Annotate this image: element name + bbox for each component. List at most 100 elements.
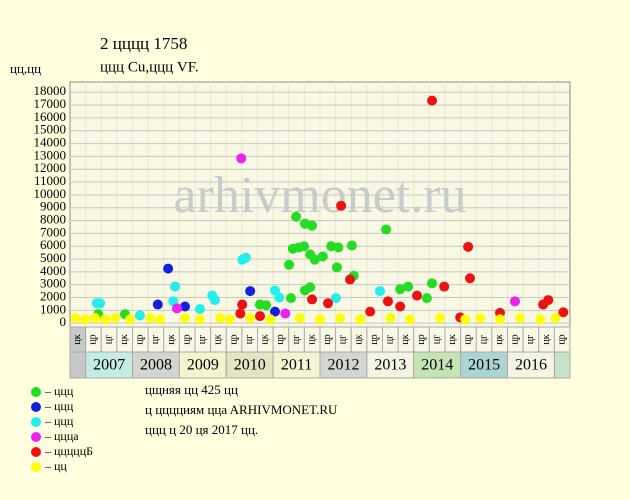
point: [375, 286, 386, 297]
x-sublabel: цр: [556, 334, 567, 344]
point: [495, 314, 506, 325]
point: [307, 294, 318, 305]
point: [265, 314, 276, 325]
legend-marker: [31, 402, 41, 412]
y-tick-label: 18000: [34, 83, 67, 98]
point: [381, 224, 392, 235]
y-tick-label: 8000: [40, 212, 66, 227]
point: [385, 313, 396, 324]
point: [215, 313, 226, 324]
year-cell: [366, 351, 415, 379]
y-tick-label: 10000: [34, 186, 67, 201]
point: [510, 296, 521, 307]
x-sublabel: цр: [228, 334, 239, 344]
legend-marker: [31, 387, 41, 397]
point: [463, 241, 474, 252]
x-sublabel: цг: [244, 335, 255, 344]
point: [152, 299, 163, 310]
y-tick-label: 16000: [34, 109, 67, 124]
x-sublabel: цк: [306, 334, 317, 344]
point: [309, 254, 320, 265]
x-sublabel: цр: [322, 334, 333, 344]
point: [134, 310, 145, 321]
point: [299, 285, 310, 296]
x-sublabel: цк: [72, 334, 83, 344]
y-tick-label: 6000: [40, 237, 66, 252]
legend-marker: [31, 462, 41, 472]
point: [382, 296, 393, 307]
legend-marker: [31, 417, 41, 427]
chart-subtitle: ццц Cu,ццц VF.: [100, 59, 199, 75]
y-tick-label: 3000: [40, 276, 66, 291]
point: [163, 263, 174, 274]
point: [240, 252, 251, 263]
point: [100, 314, 111, 325]
point: [284, 259, 295, 270]
y-tick-label: 1000: [40, 301, 66, 316]
x-sublabel: цк: [541, 334, 552, 344]
watermark: arhivmonet.ru: [173, 167, 466, 224]
x-sublabel: цк: [119, 334, 130, 344]
point: [179, 313, 190, 324]
legend-label: – цц: [44, 459, 67, 473]
point: [460, 314, 471, 325]
x-sublabel: цр: [369, 334, 380, 344]
year-label: 2012: [327, 357, 359, 374]
year-cell: [507, 351, 555, 379]
year-cell: [460, 351, 508, 379]
point: [435, 313, 446, 324]
year-label: 2008: [140, 357, 172, 374]
year-cell-start: [69, 351, 87, 379]
point: [125, 314, 136, 325]
x-sublabel: цр: [181, 334, 192, 344]
point: [346, 240, 357, 251]
point: [355, 314, 366, 325]
year-cell: [178, 351, 227, 379]
x-sublabel: цр: [416, 334, 427, 344]
point: [209, 295, 220, 306]
x-sublabel: цр: [275, 334, 286, 344]
point: [89, 313, 100, 324]
point: [395, 284, 406, 295]
point: [254, 311, 265, 322]
point: [550, 313, 561, 324]
point: [475, 313, 486, 324]
year-label: 2013: [374, 357, 406, 374]
legend-label: – ццц: [44, 399, 74, 413]
point: [280, 308, 291, 319]
x-sublabel: цр: [135, 334, 146, 344]
point: [245, 313, 256, 324]
x-sublabel: цг: [338, 335, 349, 344]
legend-label: – цццццБ: [44, 444, 93, 458]
x-sublabel: цк: [213, 334, 224, 344]
point: [291, 211, 302, 222]
point: [412, 290, 423, 301]
x-sublabel: цг: [431, 335, 442, 344]
point: [405, 314, 416, 325]
point: [403, 281, 414, 292]
x-sublabel: цк: [447, 334, 458, 344]
x-sublabel: цк: [400, 334, 411, 344]
point: [172, 303, 183, 314]
point: [365, 306, 376, 317]
x-sublabel: цк: [353, 334, 364, 344]
point: [285, 293, 296, 304]
x-sublabel: цг: [197, 335, 208, 344]
x-sublabel: цг: [525, 335, 536, 344]
point: [194, 314, 205, 325]
point: [395, 301, 406, 312]
legend-label: – ццц: [44, 414, 74, 428]
x-sublabel: цг: [291, 335, 302, 344]
point: [322, 298, 333, 309]
y-tick-label: 15000: [34, 122, 67, 137]
point: [317, 251, 328, 262]
y-tick-label: 12000: [34, 160, 67, 175]
year-label: 2015: [468, 357, 500, 374]
point: [235, 308, 246, 319]
footer-text: ц цццциям ццa ARHIVMONET.RU: [145, 402, 338, 417]
year-cell: [225, 351, 274, 379]
y-tick-label: 5000: [40, 250, 66, 265]
point: [330, 293, 341, 304]
point: [465, 273, 476, 284]
y-tick-label: 11000: [34, 173, 66, 188]
